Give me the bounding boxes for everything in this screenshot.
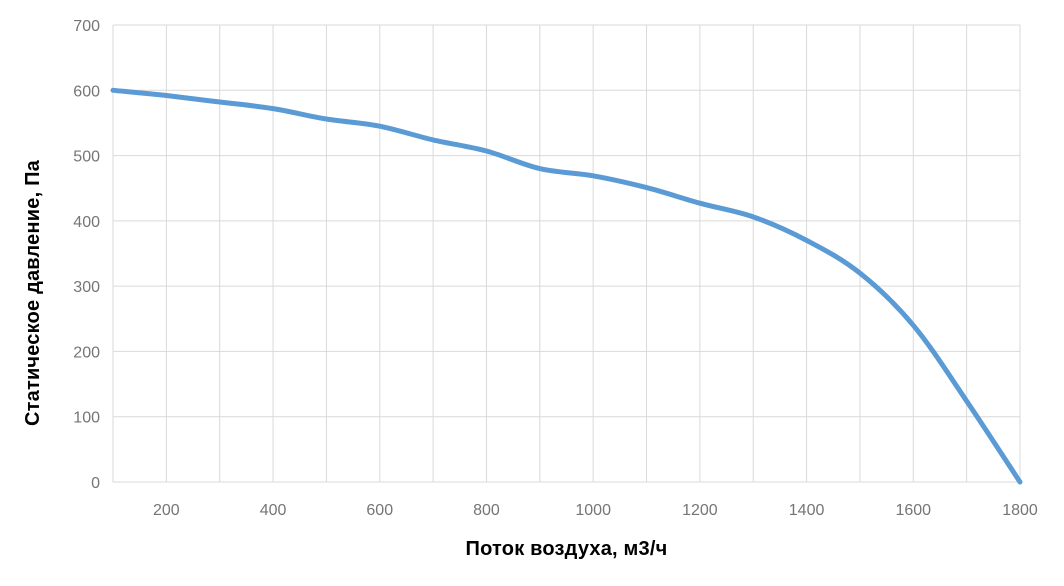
- pressure-curve: [110, 87, 1023, 485]
- x-axis-title: Поток воздуха, м3/ч: [465, 538, 668, 560]
- x-tick-label: 1800: [1002, 502, 1038, 519]
- x-tick-label: 400: [260, 502, 287, 519]
- y-tick-label: 100: [73, 410, 100, 427]
- x-tick-label: 1600: [895, 502, 931, 519]
- y-tick-label: 300: [73, 279, 100, 296]
- x-tick-label: 600: [366, 502, 393, 519]
- y-tick-label: 600: [73, 83, 100, 100]
- x-tick-label: 800: [473, 502, 500, 519]
- y-tick-label: 500: [73, 149, 100, 166]
- y-tick-label: 400: [73, 214, 100, 231]
- y-tick-label: 700: [73, 18, 100, 35]
- y-tick-label: 0: [91, 475, 100, 492]
- y-axis-title: Статическое давление, Па: [22, 160, 44, 427]
- x-tick-label: 1200: [682, 502, 718, 519]
- x-tick-label: 1400: [789, 502, 825, 519]
- x-tick-label: 200: [153, 502, 180, 519]
- x-tick-label: 1000: [575, 502, 611, 519]
- y-tick-label: 200: [73, 344, 100, 361]
